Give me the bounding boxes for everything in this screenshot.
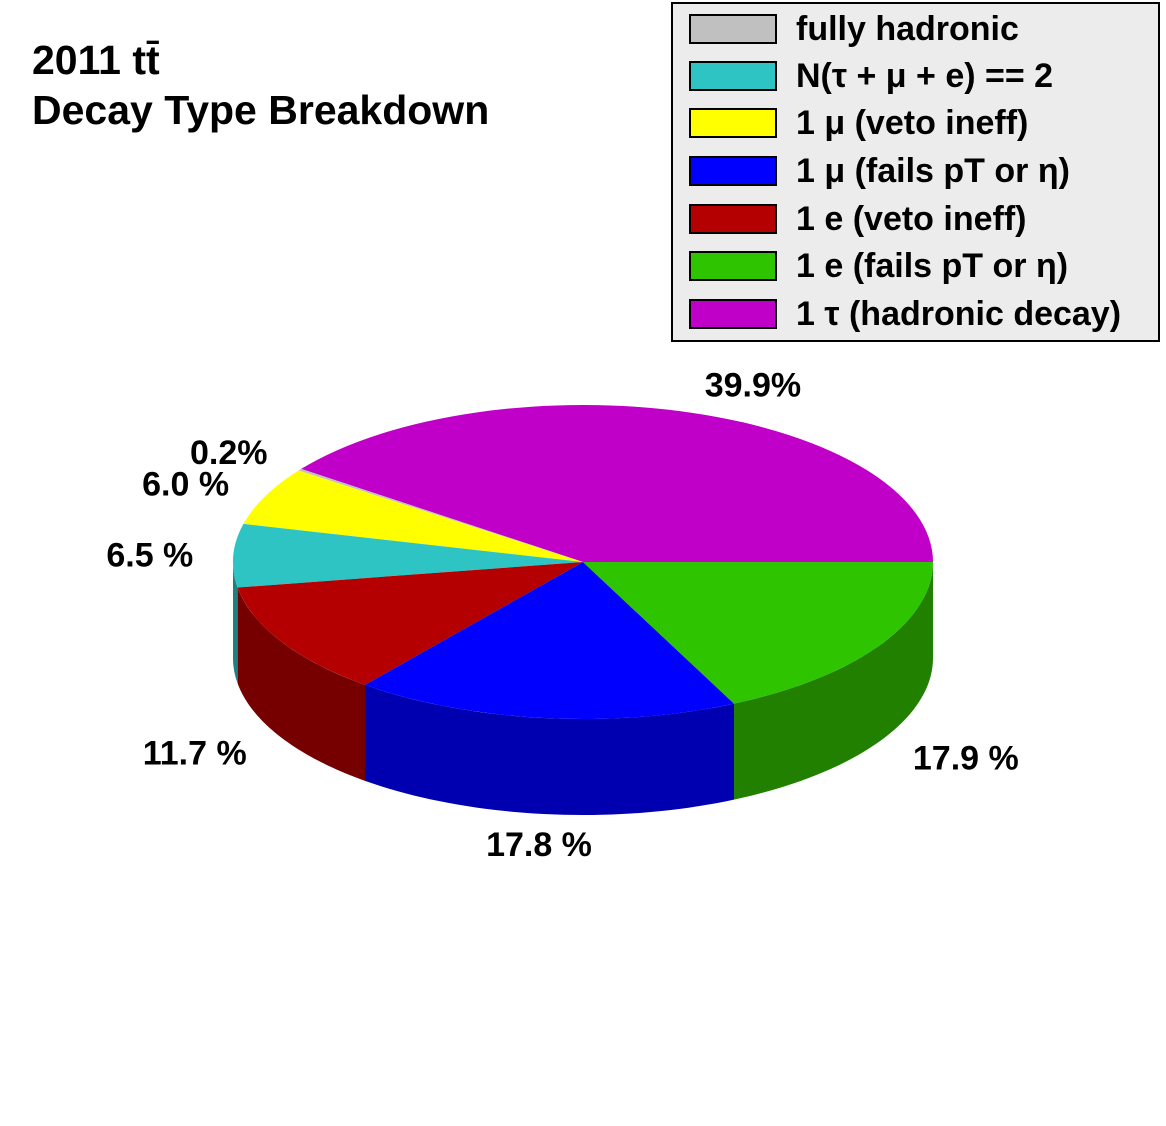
- pie-label-1-veto-ineff: 6.0 %: [142, 465, 229, 503]
- pie-slice-1-hadronic-decay: [301, 404, 933, 562]
- pie-label-fully-hadronic: 0.2%: [190, 434, 268, 472]
- legend-label: 1 e (fails pT or η): [796, 247, 1069, 285]
- legend: fully hadronic N(τ + μ + e) == 2 1 μ (ve…: [671, 2, 1160, 342]
- chart-title-line2: Decay Type Breakdown: [32, 87, 490, 133]
- pie-label-1-hadronic-decay: 39.9%: [705, 366, 801, 404]
- pie-top-faces: [233, 404, 933, 720]
- legend-swatch: [689, 251, 777, 281]
- chart-title-line1: 2011 tt̄: [32, 37, 160, 83]
- legend-label: N(τ + μ + e) == 2: [796, 57, 1054, 95]
- legend-entry-mu-fails: 1 μ (fails pT or η): [689, 152, 1159, 190]
- pie-side-walls: [233, 562, 933, 815]
- pie-side-1-e-fails-pt-or: [734, 562, 933, 800]
- pie-slice-fully-hadronic: [298, 468, 583, 562]
- legend-entry-tau-hadronic: 1 τ (hadronic decay): [689, 295, 1159, 333]
- legend-label: 1 e (veto ineff): [796, 200, 1027, 238]
- pie-side-1-fails-pt-or: [365, 684, 735, 815]
- pie-slice-1-e-veto-ineff: [237, 562, 583, 685]
- legend-entry-e-fails: 1 e (fails pT or η): [689, 247, 1159, 285]
- legend-swatch: [689, 299, 777, 329]
- legend-swatch: [689, 61, 777, 91]
- pie-slice-n-e-2: [233, 523, 584, 588]
- legend-label: 1 μ (veto ineff): [796, 104, 1029, 142]
- legend-label: 1 τ (hadronic decay): [796, 295, 1122, 333]
- pie-label-1-e-fails-pt-or: 17.9 %: [913, 740, 1019, 778]
- legend-entry-two-leptons: N(τ + μ + e) == 2: [689, 57, 1159, 95]
- legend-label: fully hadronic: [796, 10, 1019, 48]
- legend-entry-fully-hadronic: fully hadronic: [689, 10, 1159, 48]
- pie-label-1-fails-pt-or: 17.8 %: [486, 826, 592, 864]
- pie-side-n-e-2: [233, 562, 238, 684]
- pie-label-n-e-2: 6.5 %: [106, 536, 193, 574]
- pie-slice-1-veto-ineff: [243, 470, 583, 562]
- legend-swatch: [689, 14, 777, 44]
- pie-slice-1-fails-pt-or: [365, 562, 735, 720]
- pie-label-1-e-veto-ineff: 11.7 %: [143, 735, 247, 773]
- legend-entry-mu-veto-ineff: 1 μ (veto ineff): [689, 104, 1159, 142]
- pie-side-1-e-veto-ineff: [237, 587, 366, 781]
- legend-swatch: [689, 156, 777, 186]
- pie-slice-1-e-fails-pt-or: [583, 562, 933, 704]
- legend-swatch: [689, 204, 777, 234]
- legend-entry-e-veto-ineff: 1 e (veto ineff): [689, 200, 1159, 238]
- legend-swatch: [689, 108, 777, 138]
- pie-labels: 39.9% 0.2%6.0 % 6.5 % 11.7 % 17.8 % 17.9 %: [106, 366, 1018, 864]
- legend-label: 1 μ (fails pT or η): [796, 152, 1070, 190]
